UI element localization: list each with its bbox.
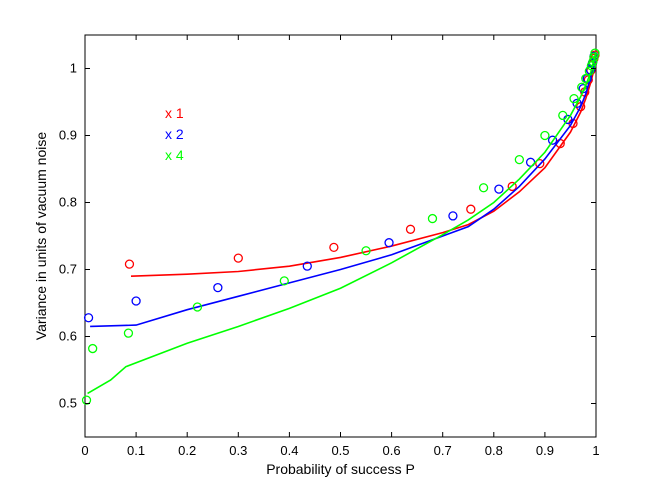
- series-4-marker: [569, 94, 579, 104]
- series-2: [83, 51, 599, 328]
- series-4-marker: [558, 110, 568, 121]
- series-2-marker: [384, 238, 394, 248]
- x-tick-label: 0.9: [536, 443, 554, 458]
- y-tick-label: 0.6: [59, 329, 77, 344]
- series-4-marker: [478, 183, 489, 193]
- y-tick-label: 0.9: [59, 128, 77, 143]
- y-tick-label: 1: [70, 61, 77, 76]
- x-tick-label: 0: [81, 443, 88, 458]
- x-tick-label: 0.8: [485, 443, 503, 458]
- series-2-marker: [494, 184, 504, 194]
- series-4-marker: [540, 130, 550, 141]
- x-tick-label: 0.4: [280, 443, 298, 458]
- series-4-marker: [81, 395, 92, 405]
- x-tick-label: 1: [592, 443, 599, 458]
- series-1: [124, 50, 600, 277]
- x-tick-label: 0.1: [127, 443, 145, 458]
- series-4-marker: [590, 48, 600, 58]
- series-1-line: [130, 58, 597, 277]
- plot-area: [84, 34, 597, 438]
- legend-entry-2: x 2: [165, 126, 184, 142]
- y-tick-label: 0.7: [59, 262, 77, 277]
- series-2-marker: [83, 313, 94, 323]
- legend: x 1 x 2 x 4: [165, 105, 184, 163]
- x-tick-label: 0.6: [383, 443, 401, 458]
- ticks-layer: 0 0.1 0.2 0.3 0.4 0.5 0.6 0.7 0.8 0.9 1 0.5 0.6 0.7 0.…: [59, 35, 600, 458]
- legend-entry-1: x 1: [165, 105, 184, 121]
- series-1-marker: [233, 253, 243, 263]
- series-4-marker: [589, 52, 599, 62]
- series-1-marker: [405, 224, 416, 234]
- series-1-marker: [507, 181, 517, 192]
- series-2-marker: [302, 261, 312, 271]
- series-2-line: [90, 54, 597, 328]
- series-layer: [81, 48, 600, 405]
- series-4-marker: [361, 246, 371, 256]
- series-4-marker: [88, 343, 98, 354]
- series-4-line: [87, 51, 597, 395]
- series-4-marker: [588, 57, 598, 67]
- y-tick-label: 0.5: [59, 396, 77, 411]
- x-axis-label: Probability of success P: [266, 461, 415, 477]
- series-4-marker: [123, 328, 134, 338]
- x-tick-label: 0.7: [434, 443, 452, 458]
- series-1-marker: [535, 158, 545, 169]
- y-tick-label: 0.8: [59, 195, 77, 210]
- series-4-marker: [586, 61, 597, 71]
- y-axis-label: Variance in units of vacuum noise: [33, 132, 49, 341]
- series-4-marker: [427, 213, 438, 224]
- series-4-marker: [581, 73, 591, 84]
- series-2-marker: [547, 135, 558, 145]
- series-1-marker: [124, 259, 135, 269]
- series-2-marker: [131, 296, 141, 306]
- series-4: [81, 48, 600, 405]
- axes-frame: [84, 34, 597, 438]
- x-tick-label: 0.2: [178, 443, 196, 458]
- series-4-marker: [279, 276, 289, 286]
- series-2-marker: [572, 98, 582, 108]
- series-1-marker: [329, 242, 339, 253]
- series-2-marker: [213, 282, 223, 293]
- series-4-marker: [514, 154, 524, 165]
- series-2-marker: [448, 211, 458, 221]
- series-4-marker: [584, 66, 595, 76]
- series-4-marker: [577, 82, 587, 92]
- legend-entry-4: x 4: [165, 147, 184, 163]
- x-tick-label: 0.5: [331, 443, 349, 458]
- series-4-marker: [192, 302, 203, 312]
- x-tick-label: 0.3: [229, 443, 247, 458]
- series-1-marker: [466, 204, 476, 214]
